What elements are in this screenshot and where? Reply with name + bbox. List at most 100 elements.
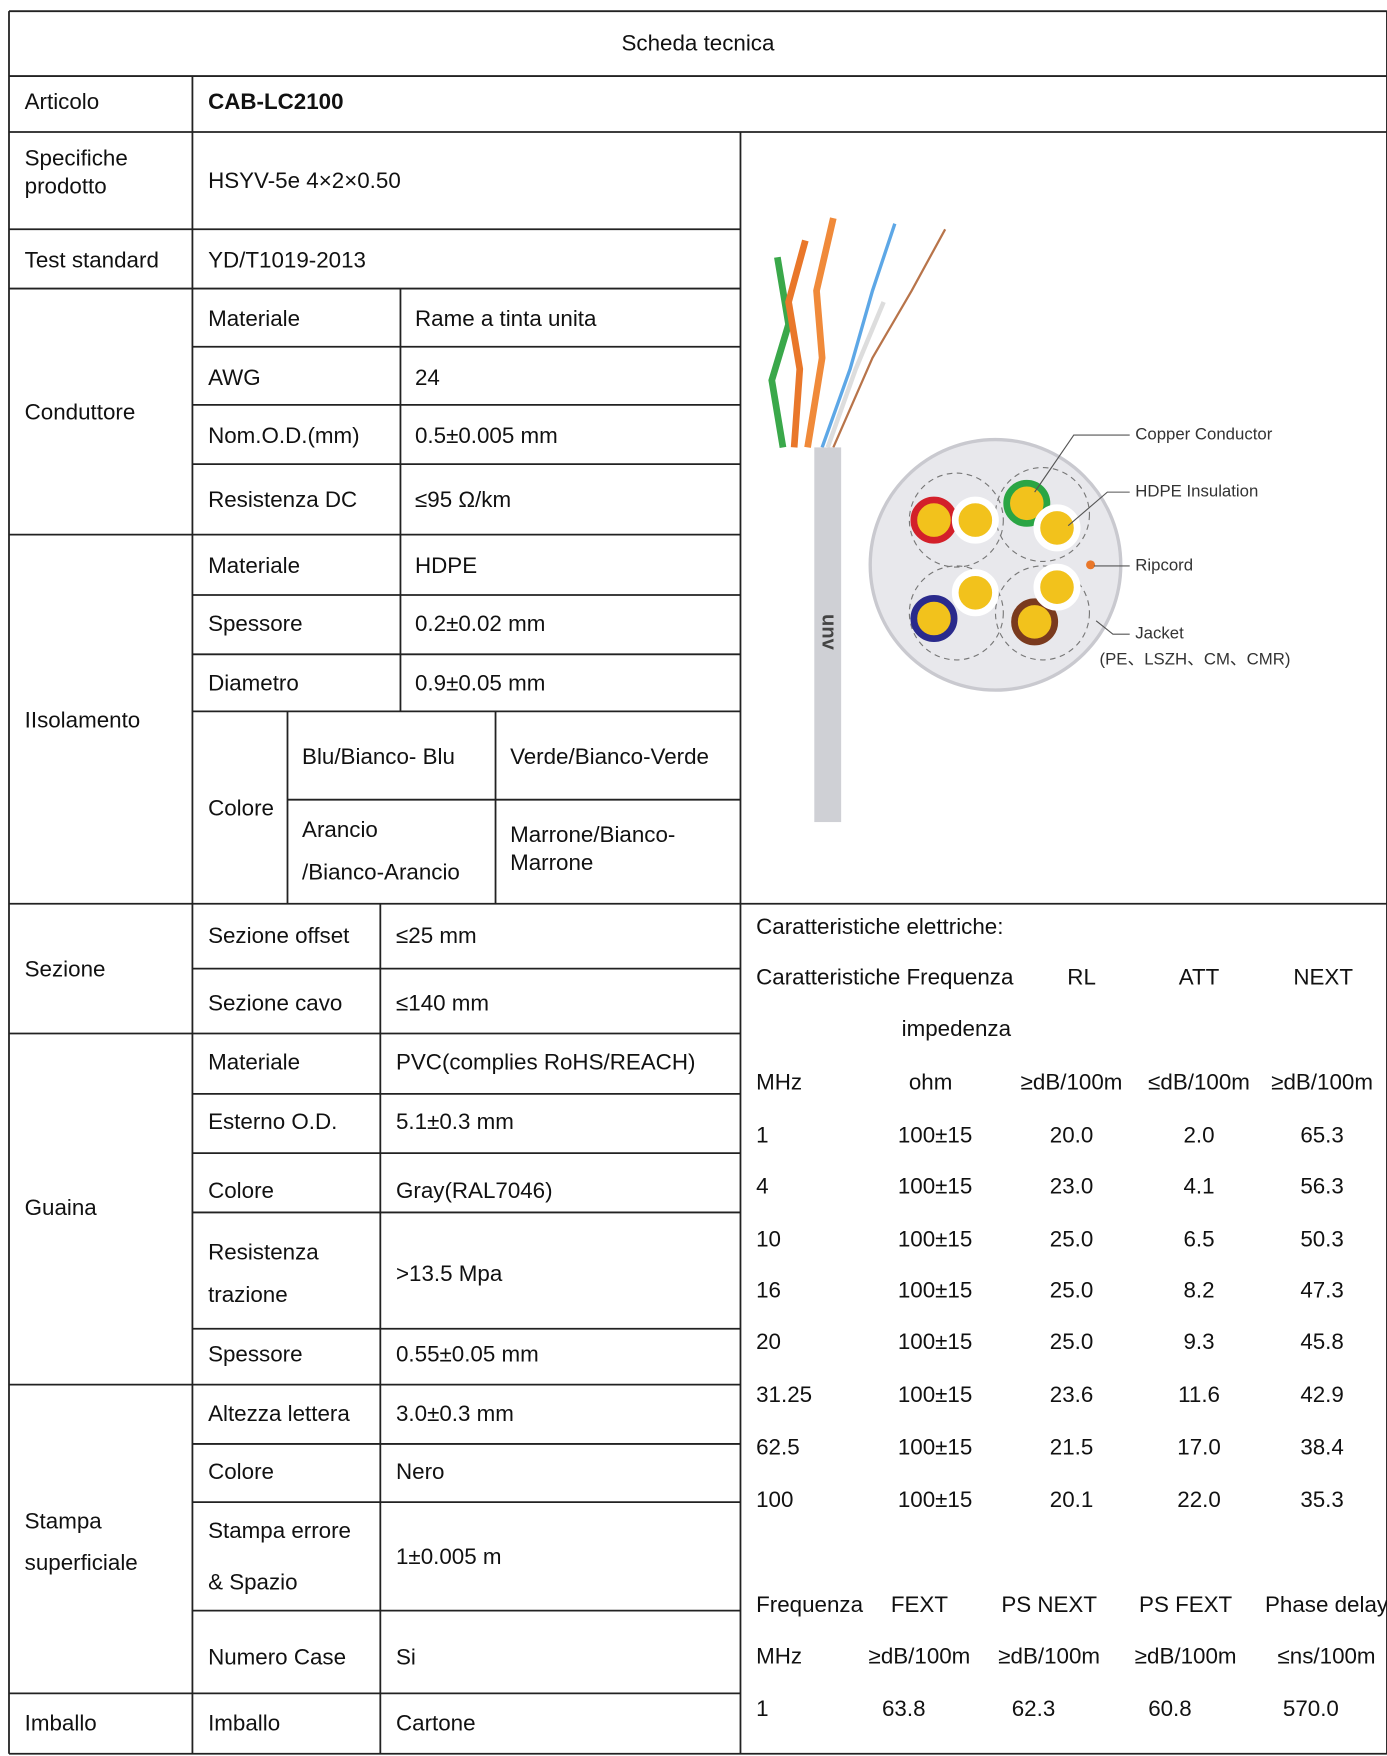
wire: [785, 239, 809, 448]
conductor: [951, 496, 999, 544]
cell-text: Altezza lettera: [208, 1401, 350, 1426]
cell-text: 23.0: [1050, 1174, 1094, 1199]
cell-text: 100: [756, 1487, 793, 1512]
cell-text: 3.0±0.3 mm: [396, 1401, 514, 1426]
cell-text: trazione: [208, 1282, 288, 1307]
cell-text: ATT: [1179, 965, 1220, 990]
cell-text: Sezione offset: [208, 923, 350, 948]
callout: Jacket: [1135, 624, 1184, 643]
cell-text: 4.1: [1184, 1174, 1215, 1199]
cell-text: ohm: [909, 1070, 953, 1095]
cell-text: 45.8: [1300, 1329, 1344, 1354]
pair: [908, 565, 1004, 661]
cell-text: PVC(complies RoHS/REACH): [396, 1050, 695, 1075]
conductor: [910, 496, 958, 544]
cell-text: 11.6: [1178, 1382, 1220, 1407]
cell-text: Guaina: [25, 1195, 98, 1220]
cell-text: ≤140 mm: [396, 990, 489, 1015]
cell-text: Test standard: [25, 248, 159, 273]
leader: [1095, 620, 1130, 635]
cell-text: Stampa errore: [208, 1518, 351, 1543]
cell-text: 100±15: [898, 1226, 972, 1251]
cell-text: Si: [396, 1645, 416, 1670]
conductor: [1033, 563, 1081, 611]
conductor: [1003, 479, 1051, 527]
cell-text: 20: [756, 1329, 781, 1354]
cell-text: 62.5: [756, 1434, 800, 1459]
cell-text: 4: [756, 1174, 768, 1199]
conductor: [910, 595, 958, 643]
cell-text: 25.0: [1050, 1226, 1094, 1251]
cell-text: superficiale: [25, 1550, 138, 1575]
cell-text: 38.4: [1300, 1434, 1344, 1459]
cell-text: 50.3: [1300, 1226, 1344, 1251]
cell-text: 9.3: [1184, 1329, 1215, 1354]
cell-text: 100±15: [898, 1487, 972, 1512]
conductor: [951, 569, 999, 617]
cell-text: AWG: [208, 365, 261, 390]
cell-text: NEXT: [1293, 965, 1353, 990]
wire: [825, 301, 886, 449]
cell-text: ≤25 mm: [396, 923, 477, 948]
callout: Copper Conductor: [1135, 425, 1272, 444]
cell-text: 1: [756, 1696, 768, 1721]
cell-text: Marrone: [510, 850, 593, 875]
cell-text: MHz: [756, 1070, 802, 1095]
cell-text: Resistenza DC: [208, 487, 357, 512]
cell-text: Caratteristiche Frequenza: [756, 965, 1014, 990]
cell-text: Sezione cavo: [208, 990, 342, 1015]
cable-jacket: [814, 447, 842, 823]
cell-text: Gray(RAL7046): [396, 1178, 553, 1203]
cell-text: 8.2: [1184, 1278, 1215, 1303]
cell-text: YD/T1019-2013: [208, 248, 366, 273]
cell-text: Spessore: [208, 1341, 302, 1366]
cell-text: 100±15: [898, 1434, 972, 1459]
wire: [832, 228, 947, 448]
cell-text: 22.0: [1177, 1487, 1221, 1512]
cell-text: Spessore: [208, 611, 302, 636]
cell-text: Materiale: [208, 306, 300, 331]
cell-text: Arancio: [302, 817, 378, 842]
cell-text: Stampa: [25, 1509, 103, 1534]
cell-text: 42.9: [1300, 1382, 1344, 1407]
cell-text: Colore: [208, 1178, 274, 1203]
cell-text: Phase delay: [1265, 1592, 1387, 1617]
cell-text: Colore: [208, 1459, 274, 1484]
cell-text: Marrone/Bianco-: [510, 822, 675, 847]
cell-text: & Spazio: [208, 1570, 298, 1595]
cell-text: 1±0.005 m: [396, 1544, 501, 1569]
cell-text: ≤95 Ω/km: [415, 487, 511, 512]
cell-text: Nero: [396, 1459, 444, 1484]
cell-text: 6.5: [1184, 1226, 1215, 1251]
wire: [820, 223, 897, 448]
cell-text: MHz: [756, 1643, 802, 1668]
cell-text: ≥dB/100m: [1271, 1070, 1373, 1095]
pair: [994, 466, 1090, 563]
cable-figure: unv Copper Conductor HDPE Insulation Ripcor…: [768, 217, 1290, 823]
cell-text: 20.1: [1050, 1487, 1094, 1512]
cell-text: ≥dB/100m: [869, 1643, 971, 1668]
cell-text: /Bianco-Arancio: [302, 859, 460, 884]
cell-text: 0.55±0.05 mm: [396, 1341, 539, 1366]
cell-text: Materiale: [208, 1050, 300, 1075]
cell-text: Resistenza: [208, 1240, 319, 1265]
cell-text: Colore: [208, 796, 274, 821]
cell-text: 570.0: [1283, 1696, 1339, 1721]
wire: [768, 256, 793, 448]
cell-text: 100±15: [898, 1382, 972, 1407]
callout: Ripcord: [1135, 555, 1193, 574]
cell-text: Caratteristiche elettriche:: [756, 914, 1003, 939]
cell-text: 25.0: [1050, 1329, 1094, 1354]
callout: HDPE Insulation: [1135, 482, 1258, 501]
cell-text: Rame a tinta unita: [415, 306, 597, 331]
cell-text: 2.0: [1184, 1122, 1215, 1147]
cell-text: FEXT: [891, 1592, 948, 1617]
cell-text: 1: [756, 1122, 768, 1147]
cell-text: 16: [756, 1278, 781, 1303]
cell-text: CAB-LC2100: [208, 89, 343, 114]
cell-text: impedenza: [902, 1016, 1012, 1041]
cell-text: 5.1±0.3 mm: [396, 1109, 514, 1134]
cell-text: Esterno O.D.: [208, 1109, 337, 1134]
cell-text: ≥dB/100m: [1135, 1643, 1237, 1668]
